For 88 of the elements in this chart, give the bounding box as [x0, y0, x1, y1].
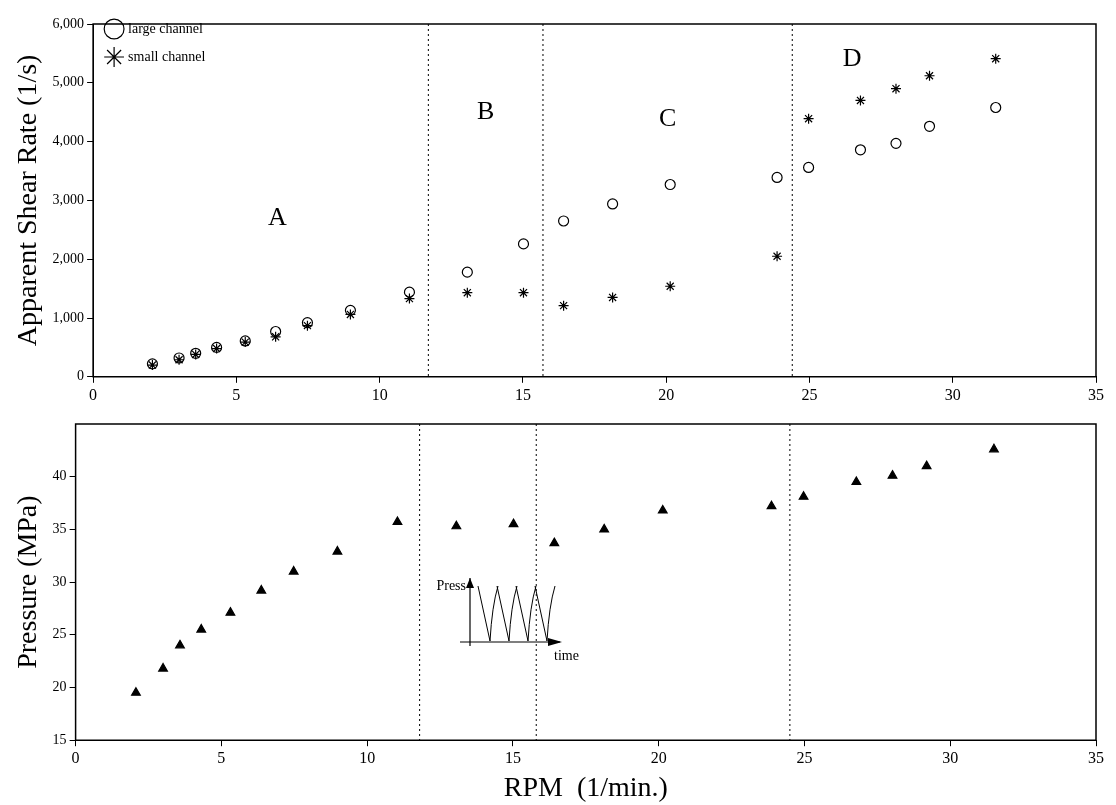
point — [657, 504, 668, 514]
y-tick-label: 5,000 — [52, 74, 85, 90]
y-tick-label: 6,000 — [52, 15, 85, 31]
y-tick-label: 20 — [52, 679, 67, 695]
y-tick-label: 0 — [77, 368, 85, 384]
x-tick-label: 25 — [801, 385, 818, 403]
x-tick-label: 35 — [1088, 385, 1104, 403]
y-tick-label: 2,000 — [52, 250, 85, 266]
point — [131, 687, 141, 696]
point — [607, 198, 619, 210]
point — [344, 304, 357, 316]
y-tick-label: 35 — [52, 521, 67, 537]
point — [664, 178, 676, 191]
point — [854, 144, 867, 156]
x-tick-label: 5 — [217, 749, 226, 766]
point — [270, 325, 282, 338]
x-tick-label: 30 — [942, 749, 959, 766]
x-tick-label: 15 — [504, 749, 521, 766]
y-tick-label: 30 — [52, 573, 67, 589]
x-tick-label: 25 — [796, 749, 813, 766]
point — [270, 331, 282, 343]
point — [403, 293, 416, 305]
point — [549, 537, 560, 547]
point — [921, 460, 932, 470]
x-tick-label: 20 — [658, 385, 675, 403]
point — [854, 94, 867, 107]
point — [890, 83, 902, 95]
point — [803, 161, 815, 174]
point — [403, 286, 416, 298]
x-tick-label: 20 — [650, 749, 667, 766]
x-tick-label: 5 — [232, 385, 241, 403]
point — [887, 470, 898, 479]
x-tick-label: 10 — [359, 749, 376, 766]
point — [517, 287, 530, 299]
legend-label: small channel — [128, 48, 206, 64]
y-tick-label: 25 — [52, 626, 67, 642]
point — [558, 215, 570, 227]
point — [196, 623, 207, 633]
legend-label: large channel — [128, 20, 203, 36]
y-axis-title: Pressure (MPa) — [11, 495, 43, 669]
point — [607, 291, 619, 304]
annotation: Press — [436, 578, 466, 593]
point — [771, 250, 783, 262]
point — [766, 500, 777, 510]
point — [923, 70, 936, 82]
point — [923, 120, 936, 132]
x-tick-label: 30 — [944, 385, 961, 403]
point — [558, 300, 570, 312]
annotation: C — [658, 103, 677, 133]
y-tick-label: 15 — [52, 731, 67, 747]
point — [664, 280, 676, 292]
point — [771, 171, 783, 184]
point — [461, 266, 473, 278]
point — [990, 101, 1002, 114]
annotation: time — [554, 648, 579, 663]
point — [392, 516, 403, 526]
point — [989, 443, 999, 453]
x-tick-label: 0 — [89, 385, 98, 403]
point — [288, 565, 299, 575]
point — [256, 584, 267, 594]
point — [451, 520, 462, 530]
y-tick-label: 3,000 — [52, 192, 85, 208]
point — [599, 523, 610, 533]
point — [990, 53, 1002, 65]
point — [225, 607, 236, 616]
point — [508, 518, 519, 528]
pressure-wave-sketch: Press time — [436, 577, 579, 663]
y-tick-label: 4,000 — [52, 133, 85, 149]
point — [175, 639, 185, 649]
point — [332, 545, 343, 555]
y-axis-title: Apparent Shear Rate (1/s) — [11, 54, 43, 347]
point — [517, 238, 530, 250]
point — [344, 308, 357, 321]
y-tick-label: 40 — [52, 468, 67, 484]
point — [798, 491, 809, 500]
x-tick-label: 35 — [1088, 749, 1104, 766]
annotation: D — [842, 43, 862, 73]
point — [851, 476, 862, 486]
point — [890, 137, 902, 149]
y-tick-label: 1,000 — [52, 309, 85, 325]
x-axis-title: RPM (1/min.) — [503, 770, 668, 802]
point — [461, 287, 473, 299]
annotation: B — [476, 96, 495, 126]
x-tick-label: 10 — [371, 385, 388, 403]
point — [803, 113, 815, 125]
x-tick-label: 15 — [514, 385, 531, 403]
point — [158, 662, 168, 672]
annotation: A — [268, 201, 288, 231]
